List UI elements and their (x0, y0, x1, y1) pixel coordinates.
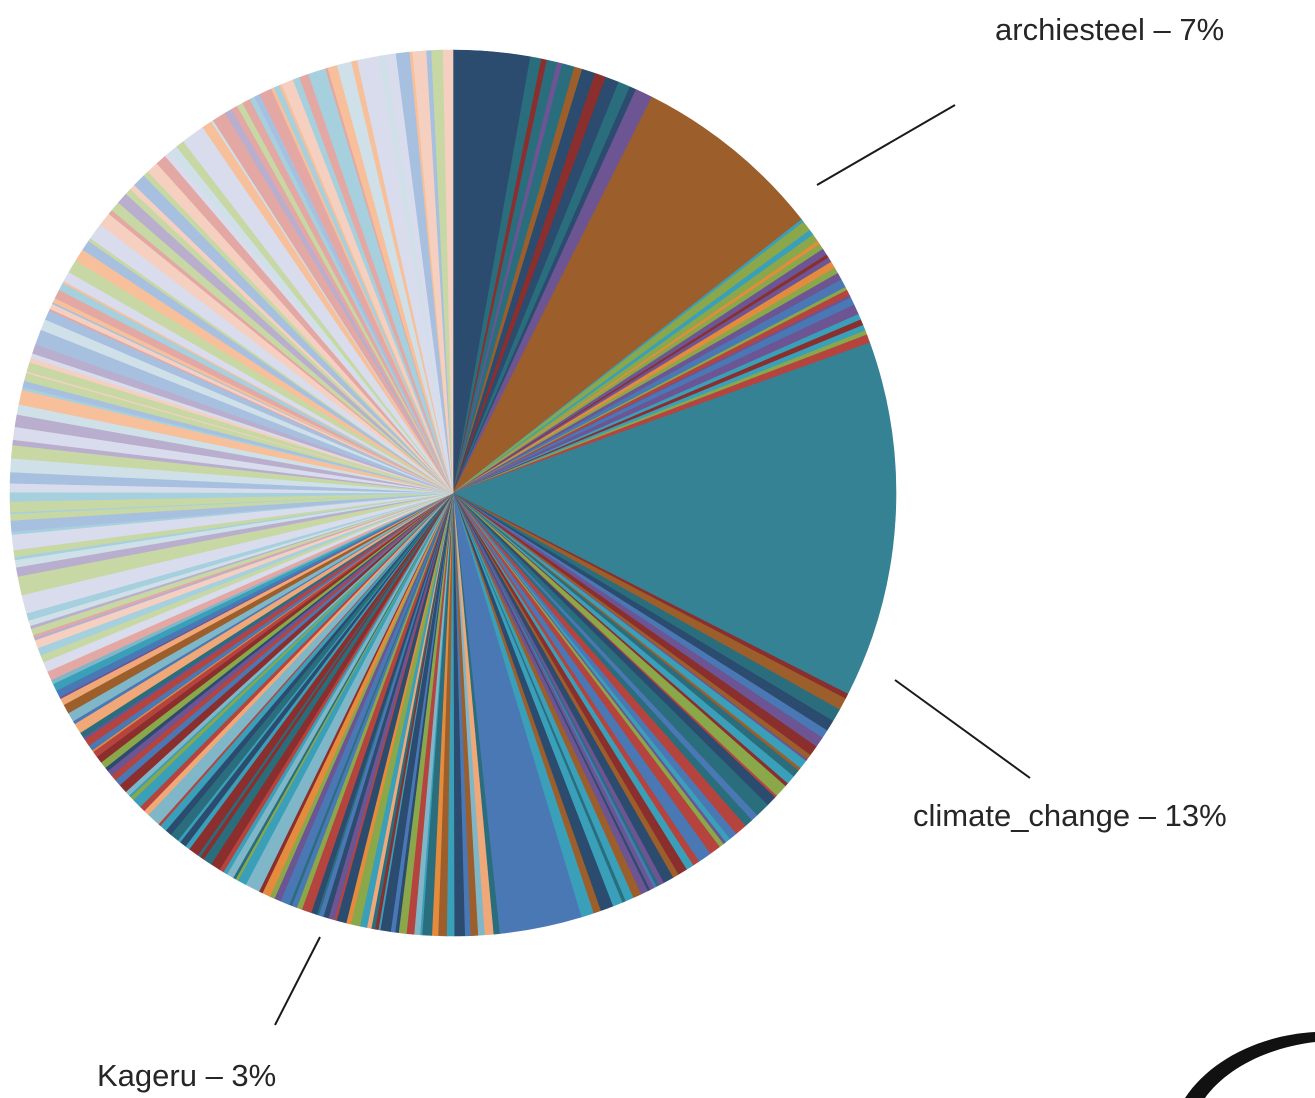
pie-slice (442, 49, 454, 494)
kageru-leader-line (274, 936, 321, 1026)
archiesteel-label: archiesteel – 7% (995, 12, 1225, 47)
archiesteel-leader-line (816, 104, 956, 186)
pie-slice-archiesteel (452, 96, 802, 494)
pie-slices (9, 49, 897, 937)
decorative-swoosh (1185, 1032, 1315, 1098)
climate-change-leader-line (894, 679, 1031, 779)
pie-slice-climate-change (452, 342, 897, 695)
climate-change-label: climate_change – 13% (913, 798, 1227, 833)
kageru-label: Kageru – 3% (97, 1058, 277, 1093)
